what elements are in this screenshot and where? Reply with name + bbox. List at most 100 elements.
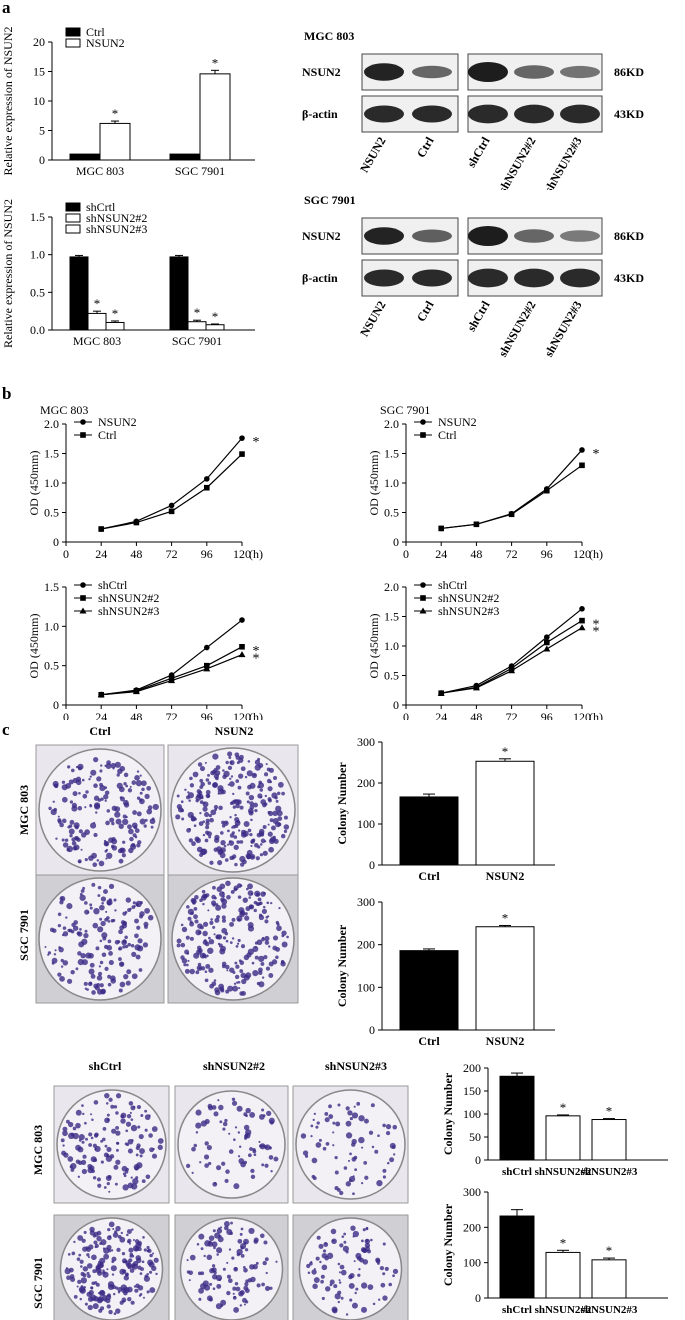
colony bbox=[95, 1267, 102, 1274]
y-tick-label: 50 bbox=[469, 1130, 481, 1144]
colony bbox=[74, 825, 79, 830]
colony bbox=[136, 811, 142, 817]
colony bbox=[319, 1260, 322, 1264]
bar bbox=[205, 324, 225, 331]
colony bbox=[120, 962, 124, 966]
colony bbox=[259, 1143, 266, 1150]
colony bbox=[68, 1132, 75, 1140]
colony bbox=[59, 822, 64, 828]
colony bbox=[253, 802, 259, 808]
colony bbox=[134, 1246, 140, 1252]
colony bbox=[62, 1130, 68, 1137]
colony bbox=[216, 914, 220, 919]
western-blot-mgc803: MGC 803 NSUN2 86KD β-actin 43KD NSUN2 Ctrl shCt… bbox=[302, 29, 644, 190]
colony bbox=[248, 1227, 255, 1235]
colony bbox=[268, 1155, 274, 1160]
colony bbox=[104, 966, 109, 971]
colony bbox=[99, 904, 105, 911]
colony bbox=[228, 1248, 232, 1251]
y-axis-label: OD (450mm) bbox=[367, 451, 381, 516]
colony bbox=[64, 838, 69, 842]
colony bbox=[214, 1232, 221, 1239]
colony bbox=[232, 1296, 237, 1300]
colony bbox=[243, 954, 250, 961]
colony bbox=[234, 961, 238, 965]
y-tick-label: 0 bbox=[39, 153, 45, 167]
colony bbox=[238, 987, 241, 990]
colony bbox=[121, 939, 127, 946]
colony bbox=[216, 1165, 222, 1171]
colony bbox=[78, 1134, 85, 1141]
blot-band bbox=[560, 268, 600, 288]
y-tick-label: 10 bbox=[33, 94, 45, 108]
colony bbox=[307, 1271, 311, 1275]
colony bbox=[205, 778, 210, 782]
colony bbox=[137, 1265, 142, 1270]
colony bbox=[143, 824, 147, 828]
data-point bbox=[168, 677, 176, 684]
colony bbox=[382, 1168, 387, 1173]
colony bbox=[262, 1260, 267, 1266]
colony bbox=[88, 1244, 94, 1250]
colony bbox=[281, 941, 288, 948]
blot-row-label: β-actin bbox=[302, 107, 338, 121]
bar bbox=[475, 760, 535, 866]
colony bbox=[201, 889, 206, 894]
colony bbox=[232, 1286, 237, 1291]
colony bbox=[275, 805, 282, 812]
blot-lane-label: Ctrl bbox=[414, 134, 437, 160]
colony bbox=[349, 1116, 354, 1121]
y-tick-label: 1.0 bbox=[384, 639, 399, 653]
bar bbox=[69, 153, 101, 161]
colony bbox=[188, 799, 191, 802]
colony bbox=[233, 835, 238, 839]
colony bbox=[61, 780, 66, 784]
colony bbox=[89, 962, 95, 968]
x-tick-label: 120 bbox=[233, 710, 251, 720]
data-point bbox=[437, 689, 445, 696]
colony bbox=[276, 925, 282, 932]
colony bbox=[80, 848, 83, 851]
colony bbox=[214, 770, 221, 776]
colony bbox=[84, 858, 88, 862]
colony bbox=[144, 1109, 148, 1113]
colony bbox=[99, 939, 103, 943]
data-point bbox=[473, 521, 480, 528]
colony bbox=[351, 1138, 357, 1145]
colony bbox=[84, 929, 88, 933]
colony bbox=[115, 1130, 121, 1136]
colony bbox=[88, 1289, 94, 1296]
colony bbox=[323, 1242, 329, 1248]
colony bbox=[237, 1238, 243, 1244]
colony bbox=[181, 817, 185, 821]
colony bbox=[135, 954, 141, 960]
colony bbox=[47, 951, 52, 955]
colony bbox=[347, 1110, 353, 1116]
colony bbox=[123, 782, 127, 786]
colony bbox=[110, 1265, 117, 1272]
colony bbox=[126, 1229, 132, 1234]
colony bbox=[146, 1245, 150, 1250]
colony bbox=[86, 988, 89, 991]
colony bbox=[123, 772, 129, 778]
colony bbox=[213, 804, 219, 810]
colony bbox=[225, 989, 230, 994]
colony bbox=[124, 911, 128, 914]
colony bbox=[264, 1257, 269, 1262]
colony bbox=[205, 963, 211, 969]
colony bbox=[69, 834, 73, 838]
colony bbox=[248, 794, 255, 801]
colony bbox=[247, 784, 252, 790]
x-tick-label: 24 bbox=[95, 710, 107, 720]
colony bbox=[120, 1118, 126, 1124]
colony bbox=[62, 960, 69, 966]
colony bbox=[202, 1280, 209, 1287]
colony bbox=[259, 1233, 265, 1239]
colony bbox=[203, 1154, 210, 1160]
colony bbox=[151, 1126, 158, 1132]
blot-lane-label: NSUN2 bbox=[357, 299, 388, 339]
colony bbox=[105, 1102, 109, 1105]
colony bbox=[250, 818, 253, 822]
colony bbox=[138, 968, 143, 972]
colony bbox=[118, 957, 122, 962]
